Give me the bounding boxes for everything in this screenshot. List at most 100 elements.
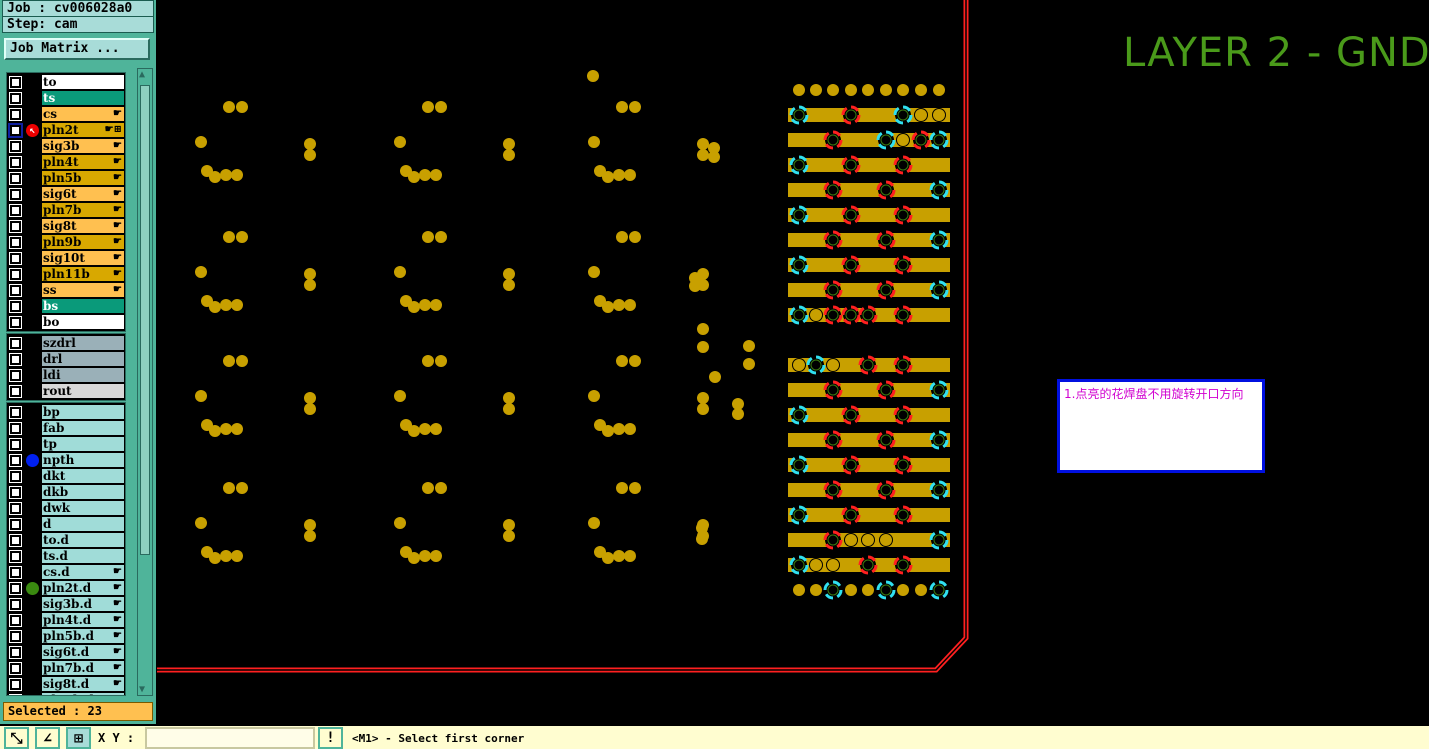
layer-label[interactable]: npth [42, 453, 124, 467]
layer-checkbox[interactable] [9, 252, 22, 265]
layer-label[interactable]: sig10t ☛ [42, 251, 124, 265]
layer-label[interactable]: pln4t.d ☛ [42, 613, 124, 627]
layer-checkbox[interactable] [9, 337, 22, 350]
layer-row-drl[interactable]: drl [7, 351, 125, 367]
layer-row-ts-d[interactable]: ts.d [7, 548, 125, 564]
layer-row-ts[interactable]: ts [7, 90, 125, 106]
layer-row-pln4t-d[interactable]: pln4t.d ☛ [7, 612, 125, 628]
layer-row-pln7b[interactable]: pln7b ☛ [7, 202, 125, 218]
scrollbar-thumb[interactable] [140, 85, 150, 555]
layer-label[interactable]: drl [42, 352, 124, 366]
layer-row-pln4t[interactable]: pln4t ☛ [7, 154, 125, 170]
layer-row-cs[interactable]: cs ☛ [7, 106, 125, 122]
layer-row-pln2t[interactable]: ↖ pln2t ☛⊞ [7, 122, 125, 138]
layer-checkbox[interactable] [9, 76, 22, 89]
layer-row-pln7b-d[interactable]: pln7b.d ☛ [7, 660, 125, 676]
layer-label[interactable]: pln2t ☛⊞ [42, 123, 124, 137]
layer-row-dkb[interactable]: dkb [7, 484, 125, 500]
layer-row-cs-d[interactable]: cs.d ☛ [7, 564, 125, 580]
layer-checkbox[interactable] [9, 300, 22, 313]
layer-row-szdrl[interactable]: szdrl [7, 335, 125, 351]
layer-row-dwk[interactable]: dwk [7, 500, 125, 516]
layer-row-pln5b-d[interactable]: pln5b.d ☛ [7, 628, 125, 644]
layer-label[interactable]: sig6t.d ☛ [42, 645, 124, 659]
layer-label[interactable]: cs.d ☛ [42, 565, 124, 579]
xy-input[interactable] [145, 727, 315, 749]
layer-label[interactable]: pln7b ☛ [42, 203, 124, 217]
layer-label[interactable]: d [42, 517, 124, 531]
layer-checkbox[interactable] [9, 220, 22, 233]
layer-checkbox[interactable] [9, 422, 22, 435]
layer-checkbox[interactable] [9, 353, 22, 366]
layer-row-to-d[interactable]: to.d [7, 532, 125, 548]
layer-row-sig6t-d[interactable]: sig6t.d ☛ [7, 644, 125, 660]
scroll-down-icon[interactable]: ▼ [139, 684, 146, 695]
layer-row-tp[interactable]: tp [7, 436, 125, 452]
layer-label[interactable]: pln2t.d ☛ [42, 581, 124, 595]
layer-row-rout[interactable]: rout [7, 383, 125, 399]
layer-label[interactable]: dkt [42, 469, 124, 483]
layer-checkbox[interactable] [9, 156, 22, 169]
layer-row-sig8t-d[interactable]: sig8t.d ☛ [7, 676, 125, 692]
layer-label[interactable]: tp [42, 437, 124, 451]
layer-label[interactable]: cs ☛ [42, 107, 124, 121]
layer-checkbox[interactable] [9, 438, 22, 451]
layer-row-sig8t[interactable]: sig8t ☛ [7, 218, 125, 234]
layer-label[interactable]: ts [42, 91, 124, 105]
layer-row-npth[interactable]: npth [7, 452, 125, 468]
layer-row-fab[interactable]: fab [7, 420, 125, 436]
layer-row-to[interactable]: to [7, 74, 125, 90]
layer-label[interactable]: dwk [42, 501, 124, 515]
layer-row-bo[interactable]: bo [7, 314, 125, 330]
layer-row-d[interactable]: d [7, 516, 125, 532]
layer-label[interactable]: bo [42, 315, 124, 329]
layer-label[interactable]: dkb [42, 485, 124, 499]
zoom-fit-icon[interactable]: ⤡ [4, 727, 29, 749]
layer-row-pln5b[interactable]: pln5b ☛ [7, 170, 125, 186]
layer-checkbox[interactable] [9, 92, 22, 105]
layer-label[interactable]: szdrl [42, 336, 124, 350]
layer-checkbox[interactable] [9, 598, 22, 611]
layer-label[interactable]: bp [42, 405, 124, 419]
layer-label[interactable]: fab [42, 421, 124, 435]
job-matrix-button[interactable]: Job Matrix ... [4, 38, 150, 60]
layer-label[interactable]: to.d [42, 533, 124, 547]
layer-checkbox[interactable] [9, 369, 22, 382]
layer-label[interactable]: sig8t.d ☛ [42, 677, 124, 691]
layer-checkbox[interactable] [9, 316, 22, 329]
layer-checkbox[interactable] [9, 284, 22, 297]
layer-checkbox[interactable] [9, 268, 22, 281]
measure-icon[interactable]: ∠ [35, 727, 60, 749]
layer-checkbox[interactable] [9, 662, 22, 675]
layer-label[interactable]: sig3b ☛ [42, 139, 124, 153]
layer-row-bs[interactable]: bs [7, 298, 125, 314]
layer-checkbox[interactable] [9, 614, 22, 627]
layer-checkbox[interactable] [9, 406, 22, 419]
layer-label[interactable]: ss ☛ [42, 283, 124, 297]
layer-checkbox[interactable] [9, 646, 22, 659]
layer-label[interactable]: pln9b.d ☛ [42, 693, 124, 695]
layer-checkbox[interactable] [9, 188, 22, 201]
layer-label[interactable]: rout [42, 384, 124, 398]
layer-checkbox[interactable] [9, 630, 22, 643]
layer-row-bp[interactable]: bp [7, 404, 125, 420]
layer-label[interactable]: pln5b.d ☛ [42, 629, 124, 643]
scroll-up-icon[interactable]: ▲ [139, 69, 146, 80]
layer-checkbox[interactable] [9, 582, 22, 595]
alert-button[interactable]: ! [318, 727, 343, 749]
layer-row-sig10t[interactable]: sig10t ☛ [7, 250, 125, 266]
layer-checkbox[interactable] [9, 236, 22, 249]
layer-label[interactable]: bs [42, 299, 124, 313]
layer-label[interactable]: sig3b.d ☛ [42, 597, 124, 611]
layer-row-pln9b-d[interactable]: pln9b.d ☛ [7, 692, 125, 695]
layer-row-sig6t[interactable]: sig6t ☛ [7, 186, 125, 202]
layer-checkbox[interactable] [8, 123, 23, 138]
layer-row-sig3b-d[interactable]: sig3b.d ☛ [7, 596, 125, 612]
layer-checkbox[interactable] [9, 454, 22, 467]
grid-icon[interactable]: ⊞ [66, 727, 91, 749]
graphics-canvas[interactable] [157, 0, 1429, 724]
layer-label[interactable]: ts.d [42, 549, 124, 563]
layer-checkbox[interactable] [9, 518, 22, 531]
layer-checkbox[interactable] [9, 108, 22, 121]
layer-checkbox[interactable] [9, 204, 22, 217]
